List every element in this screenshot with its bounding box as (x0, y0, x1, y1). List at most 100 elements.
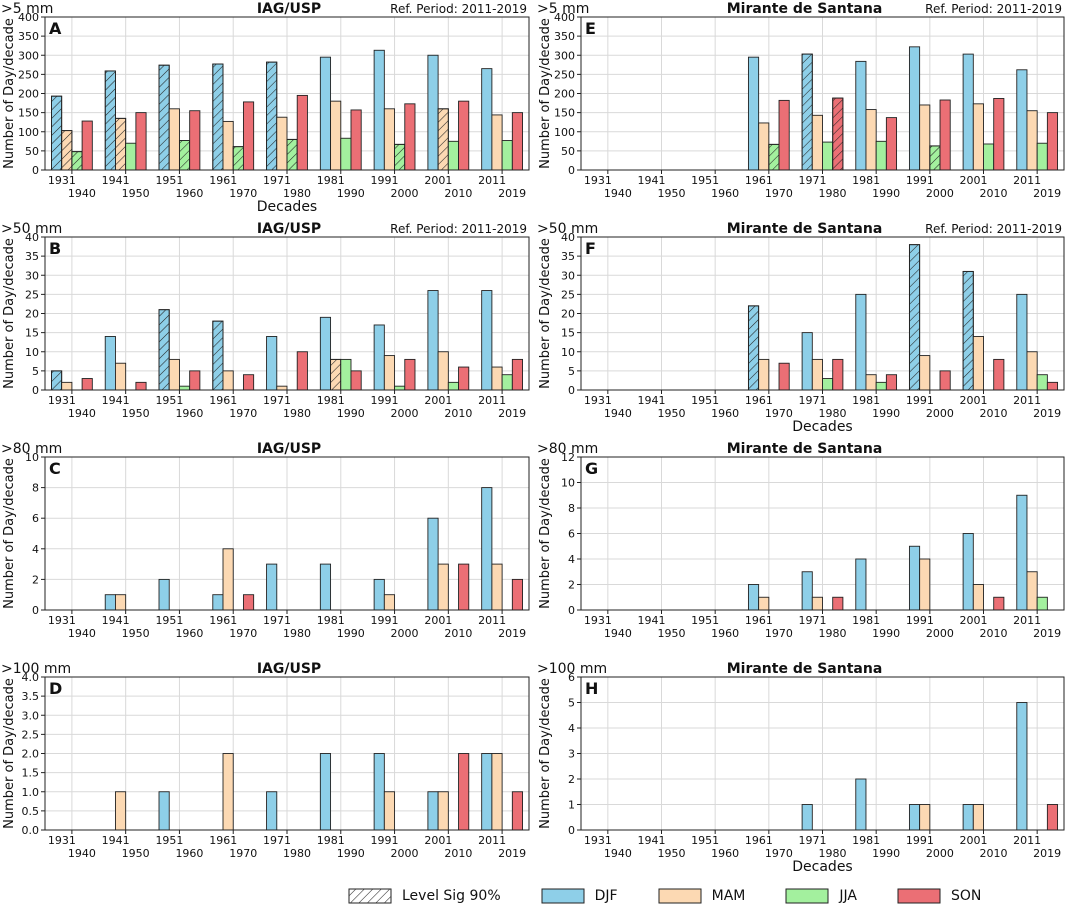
x-tick-label-start: 1931 (584, 174, 612, 187)
bar-a-jja-2001 (447, 140, 460, 171)
y-tick-label: 0 (568, 604, 575, 617)
y-tick-label: 1 (568, 799, 575, 812)
x-tick-label-start: 1991 (371, 174, 399, 187)
bar-d-djf-2001 (427, 791, 439, 831)
y-tick-label: 2 (568, 773, 575, 786)
x-tick-label-start: 2001 (424, 614, 452, 627)
bar-b-mam-1931 (61, 381, 73, 391)
legend-item-jja: JJA (785, 888, 857, 904)
station-title: IAG/USP (257, 661, 321, 677)
y-tick-label: 0.0 (22, 824, 40, 837)
y-tick-label: 1.0 (22, 786, 40, 799)
bar-b-djf-1991 (373, 324, 385, 391)
x-tick-label-start: 1991 (906, 394, 934, 407)
bar-c-mam-1961 (222, 548, 234, 611)
x-tick-label-end: 2010 (980, 407, 1008, 420)
y-tick-label: 6 (568, 528, 575, 541)
bar-a-mam-2011 (491, 114, 503, 171)
bar-c-djf-1951 (158, 578, 170, 611)
x-tick-label-end: 1940 (604, 187, 632, 200)
x-tick-label-start: 1971 (799, 394, 827, 407)
panel-letter: D (49, 679, 62, 698)
y-tick-label: 20 (561, 308, 575, 321)
bar-b-jja-2011 (501, 374, 513, 391)
bar-g-djf-1961 (747, 584, 760, 611)
x-tick-label-start: 1971 (799, 174, 827, 187)
bar-f-djf-1971 (801, 332, 813, 391)
legend-label-son: SON (950, 888, 982, 904)
bar-b-mam-1961 (222, 370, 234, 391)
x-tick-label-end: 1960 (175, 407, 203, 420)
threshold-title: >100 mm (1, 661, 71, 677)
panel-g: 0246810121931194019411950195119601961197… (537, 441, 1065, 640)
y-tick-label: 40 (25, 231, 39, 244)
x-tick-label-start: 2011 (478, 614, 506, 627)
bar-e-son-1981 (885, 117, 898, 171)
bar-b-djf-1971 (266, 336, 278, 391)
bar-d-djf-1951 (158, 791, 170, 831)
sig-hatch-a-djf-1941 (104, 70, 116, 171)
bar-b-jja-1951 (178, 385, 191, 391)
bar-e-mam-1991 (919, 104, 931, 171)
bar-b-jja-1981 (340, 358, 352, 391)
sig-hatch-a-djf-1961 (212, 63, 224, 171)
y-tick-label: 1.5 (22, 767, 40, 780)
bar-a-son-1981 (350, 109, 362, 171)
bar-e-mam-2001 (972, 103, 984, 171)
bar-f-jja-2011 (1036, 374, 1048, 391)
x-tick-label-start: 1931 (48, 834, 76, 847)
x-tick-label-start: 1931 (48, 174, 76, 187)
y-tick-label: 6 (568, 671, 575, 684)
x-tick-label-start: 1981 (317, 394, 345, 407)
x-tick-label-start: 1971 (263, 834, 291, 847)
x-tick-label-end: 1980 (819, 847, 847, 860)
bar-e-jja-2011 (1036, 142, 1048, 171)
station-title: Mirante de Santana (727, 441, 883, 457)
bar-d-mam-1991 (383, 791, 396, 831)
y-tick-label: 4 (32, 543, 39, 556)
x-tick-label-start: 1941 (102, 614, 130, 627)
bar-e-mam-1971 (811, 114, 823, 171)
bar-e-mam-1981 (865, 109, 877, 171)
bar-e-jja-2001 (983, 143, 995, 171)
x-tick-label-end: 1980 (819, 627, 847, 640)
y-tick-label: 12 (561, 451, 575, 464)
bar-a-son-2001 (458, 100, 470, 171)
threshold-title: >5 mm (537, 1, 589, 17)
bar-d-son-2001 (458, 753, 470, 831)
station-title: Mirante de Santana (727, 1, 883, 17)
x-tick-label-end: 2019 (498, 627, 526, 640)
bar-a-mam-1951 (168, 108, 180, 171)
bar-f-son-2001 (993, 358, 1005, 391)
bar-e-mam-2011 (1026, 110, 1038, 171)
x-tick-label-start: 1971 (799, 834, 827, 847)
bar-b-mam-1991 (383, 355, 396, 391)
x-tick-label-start: 2011 (478, 174, 506, 187)
x-tick-label-end: 1970 (229, 407, 257, 420)
bar-g-djf-1981 (855, 558, 867, 611)
sig-hatch-e-jja-1961 (768, 143, 780, 171)
bar-d-mam-2001 (437, 791, 449, 831)
bar-c-son-2001 (458, 563, 470, 611)
station-title: IAG/USP (257, 441, 321, 457)
x-tick-label-start: 1941 (102, 174, 130, 187)
panel-letter: B (49, 239, 61, 258)
threshold-title: >80 mm (537, 441, 598, 457)
sig-hatch-a-mam-1931 (61, 130, 73, 171)
bar-c-son-1961 (242, 594, 255, 611)
x-tick-label-start: 1951 (155, 834, 183, 847)
bar-b-son-1961 (242, 374, 255, 391)
x-tick-label-start: 1961 (209, 614, 237, 627)
bar-a-son-1931 (81, 120, 93, 171)
x-axis-label: Decades (257, 199, 317, 215)
legend-item-sig: Level Sig 90% (348, 888, 501, 904)
bar-b-mam-1951 (168, 358, 180, 391)
sig-hatch-a-mam-1941 (114, 117, 127, 171)
bar-e-son-1991 (939, 99, 951, 171)
bar-e-djf-2001 (962, 53, 974, 171)
x-tick-label-end: 2019 (498, 407, 526, 420)
y-tick-label: 10 (561, 346, 575, 359)
y-tick-label: 30 (25, 269, 39, 282)
